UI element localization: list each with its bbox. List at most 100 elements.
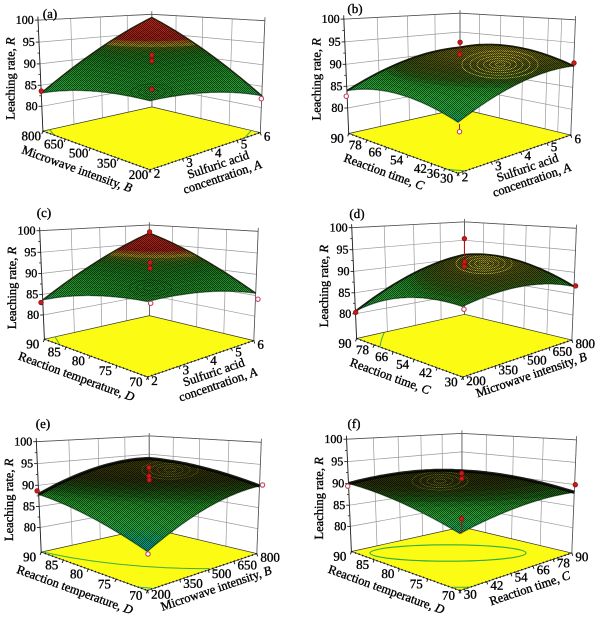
svg-text:3: 3 [183, 362, 190, 377]
svg-text:80: 80 [331, 101, 343, 115]
svg-text:80: 80 [334, 519, 346, 533]
svg-text:70: 70 [129, 588, 142, 603]
svg-text:78: 78 [349, 137, 362, 152]
svg-text:350: 350 [498, 362, 518, 377]
svg-text:(b): (b) [347, 1, 362, 16]
svg-text:100: 100 [322, 12, 340, 26]
svg-text:6: 6 [257, 337, 264, 352]
svg-text:85: 85 [338, 286, 350, 300]
svg-text:85: 85 [48, 344, 61, 359]
svg-text:90: 90 [25, 266, 37, 280]
svg-text:650: 650 [553, 344, 573, 359]
svg-text:85: 85 [45, 557, 58, 572]
svg-text:70: 70 [129, 374, 142, 389]
svg-text:Leaching rate, R: Leaching rate, R [3, 37, 17, 120]
svg-text:100: 100 [16, 13, 34, 27]
svg-text:100: 100 [330, 220, 348, 234]
svg-text:95: 95 [336, 242, 348, 256]
svg-text:500: 500 [527, 353, 547, 368]
svg-text:66: 66 [375, 349, 389, 364]
svg-text:54: 54 [390, 152, 404, 167]
svg-text:5: 5 [241, 136, 248, 151]
svg-text:5: 5 [551, 139, 558, 154]
svg-text:80: 80 [24, 520, 36, 534]
svg-text:6: 6 [264, 129, 271, 144]
svg-text:90: 90 [24, 57, 36, 71]
svg-text:90: 90 [331, 131, 344, 146]
svg-text:Leaching rate, R: Leaching rate, R [2, 458, 16, 541]
svg-text:Leaching rate, R: Leaching rate, R [312, 457, 326, 540]
svg-text:30: 30 [464, 587, 477, 602]
svg-text:6: 6 [574, 131, 581, 146]
svg-text:100: 100 [324, 432, 342, 446]
svg-text:54: 54 [396, 357, 410, 372]
svg-text:90: 90 [332, 476, 344, 490]
svg-text:2: 2 [154, 166, 161, 181]
svg-text:42: 42 [490, 578, 503, 593]
svg-text:66: 66 [368, 144, 382, 159]
svg-text:70: 70 [442, 588, 455, 603]
svg-text:30: 30 [440, 170, 453, 185]
svg-text:350: 350 [97, 155, 117, 170]
svg-text:95: 95 [21, 456, 33, 470]
svg-text:4: 4 [215, 145, 222, 160]
svg-text:800: 800 [260, 550, 280, 565]
svg-text:95: 95 [331, 454, 343, 468]
svg-text:90: 90 [26, 336, 39, 351]
svg-text:4: 4 [524, 148, 531, 163]
svg-text:90: 90 [330, 57, 342, 71]
svg-text:500: 500 [69, 145, 89, 160]
svg-text:54: 54 [515, 570, 529, 585]
svg-text:75: 75 [99, 363, 112, 378]
svg-text:100: 100 [14, 434, 32, 448]
svg-text:75: 75 [410, 576, 423, 591]
svg-text:2: 2 [462, 169, 469, 184]
svg-text:200: 200 [466, 373, 486, 388]
svg-text:90: 90 [333, 549, 346, 564]
svg-text:85: 85 [23, 499, 35, 513]
svg-text:80: 80 [381, 566, 394, 581]
svg-text:(e): (e) [36, 416, 50, 431]
svg-text:Leaching rate, R: Leaching rate, R [309, 38, 323, 121]
svg-text:5: 5 [235, 344, 242, 359]
svg-text:650: 650 [44, 136, 64, 151]
svg-text:36: 36 [427, 166, 441, 181]
svg-text:90: 90 [337, 264, 349, 278]
svg-text:800: 800 [22, 128, 42, 143]
svg-text:80: 80 [26, 99, 38, 113]
svg-text:80: 80 [339, 307, 351, 321]
svg-text:80: 80 [70, 566, 83, 581]
svg-text:Leaching rate, R: Leaching rate, R [317, 245, 331, 328]
svg-text:90: 90 [338, 336, 351, 351]
svg-text:95: 95 [23, 35, 35, 49]
svg-text:78: 78 [557, 555, 570, 570]
svg-text:(d): (d) [349, 206, 364, 221]
svg-text:Leaching rate, R: Leaching rate, R [5, 247, 19, 330]
svg-text:(c): (c) [37, 205, 51, 220]
svg-text:(f): (f) [347, 416, 360, 431]
svg-text:30: 30 [445, 374, 458, 389]
svg-text:75: 75 [98, 576, 111, 591]
svg-text:200: 200 [151, 587, 171, 602]
svg-text:200: 200 [129, 167, 149, 182]
svg-text:95: 95 [329, 35, 341, 49]
svg-text:(a): (a) [43, 6, 57, 21]
svg-text:95: 95 [24, 245, 36, 259]
svg-text:90: 90 [575, 549, 588, 564]
svg-text:3: 3 [495, 158, 502, 173]
svg-text:800: 800 [575, 336, 595, 351]
svg-text:90: 90 [23, 549, 36, 564]
svg-text:3: 3 [186, 155, 193, 170]
svg-text:78: 78 [356, 342, 369, 357]
svg-text:500: 500 [212, 566, 232, 581]
svg-text:85: 85 [333, 498, 345, 512]
svg-text:42: 42 [419, 365, 432, 380]
svg-text:90: 90 [22, 478, 34, 492]
svg-text:85: 85 [26, 287, 38, 301]
svg-text:85: 85 [356, 557, 369, 572]
svg-text:100: 100 [17, 223, 35, 237]
svg-text:350: 350 [183, 576, 203, 591]
svg-text:80: 80 [27, 308, 39, 322]
svg-text:85: 85 [25, 78, 37, 92]
svg-text:650: 650 [237, 557, 257, 572]
